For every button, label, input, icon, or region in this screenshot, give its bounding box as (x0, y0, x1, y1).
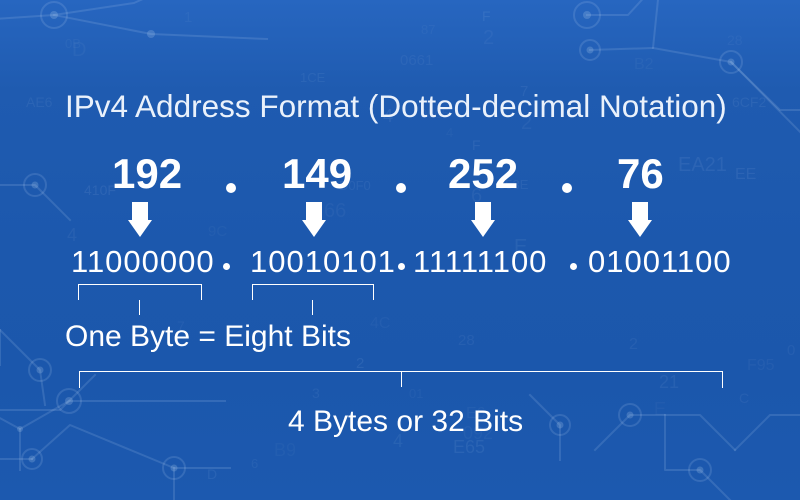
svg-text:4: 4 (446, 125, 453, 140)
svg-text:01: 01 (409, 386, 423, 401)
svg-text:B2: B2 (634, 56, 654, 73)
svg-text:3: 3 (312, 385, 320, 401)
svg-text:6CF2: 6CF2 (732, 94, 766, 110)
svg-text:66: 66 (324, 200, 346, 222)
svg-text:D: D (207, 466, 217, 482)
svg-text:28: 28 (727, 32, 743, 48)
svg-text:21: 21 (659, 372, 679, 392)
svg-text:28: 28 (458, 332, 475, 349)
svg-text:C: C (739, 390, 749, 406)
svg-text:4C: 4C (370, 315, 390, 332)
svg-text:9C: 9C (208, 223, 227, 240)
svg-text:F: F (482, 8, 491, 24)
svg-text:1: 1 (184, 9, 192, 26)
svg-text:1CE: 1CE (300, 70, 326, 85)
svg-text:D: D (72, 39, 86, 61)
svg-text:2: 2 (629, 336, 638, 353)
svg-text:0661: 0661 (400, 52, 433, 69)
svg-text:B9: B9 (274, 440, 296, 460)
svg-text:87: 87 (421, 22, 435, 37)
svg-text:F95: F95 (747, 357, 775, 374)
svg-text:6: 6 (251, 456, 258, 471)
svg-text:AE6: AE6 (26, 94, 53, 110)
svg-text:4: 4 (67, 225, 77, 245)
svg-text:2: 2 (356, 355, 364, 372)
svg-text:EE: EE (735, 166, 756, 183)
svg-text:0: 0 (787, 342, 795, 359)
svg-text:E: E (654, 399, 666, 419)
svg-text:EA21: EA21 (678, 154, 727, 176)
svg-text:2: 2 (483, 27, 494, 49)
